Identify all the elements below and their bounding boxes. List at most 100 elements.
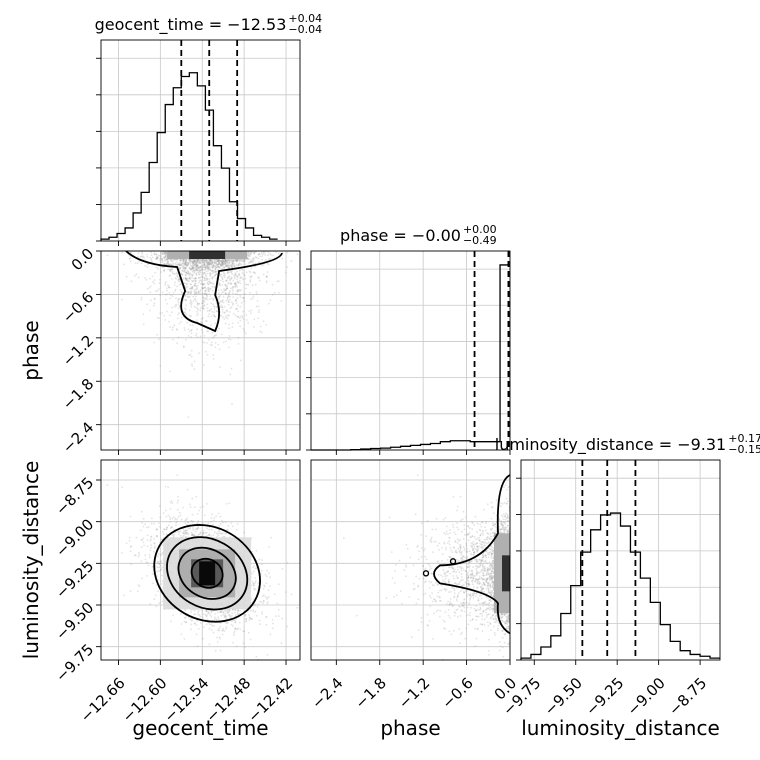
sample-point xyxy=(194,289,196,291)
sample-point xyxy=(214,266,217,269)
sample-point xyxy=(227,524,230,527)
sample-point xyxy=(191,286,194,288)
sample-point xyxy=(182,262,185,264)
sample-point xyxy=(210,270,213,272)
sample-point xyxy=(203,264,206,267)
sample-point xyxy=(185,298,187,301)
sample-point xyxy=(201,283,204,286)
sample-point xyxy=(225,279,227,282)
sample-point xyxy=(204,263,206,266)
sample-point xyxy=(217,258,219,261)
sample-point xyxy=(220,289,223,291)
sample-point xyxy=(193,613,196,616)
sample-point xyxy=(225,532,228,535)
sample-point xyxy=(214,271,217,273)
sample-point xyxy=(167,262,169,265)
sample-point xyxy=(238,264,241,266)
sample-point xyxy=(171,270,174,273)
sample-point xyxy=(193,259,195,262)
sample-point xyxy=(195,269,198,272)
sample-point xyxy=(142,255,145,258)
sample-point xyxy=(185,278,187,281)
sample-point xyxy=(142,313,145,316)
sample-point xyxy=(247,254,250,257)
sample-point xyxy=(225,609,228,611)
sample-point xyxy=(197,291,200,294)
sample-point xyxy=(191,286,194,288)
sample-point xyxy=(159,257,162,260)
sample-point xyxy=(203,261,205,264)
sample-point xyxy=(196,522,199,524)
sample-point xyxy=(180,623,183,625)
sample-point xyxy=(191,266,194,269)
sample-point xyxy=(234,611,236,614)
sample-point xyxy=(183,327,186,329)
sample-point xyxy=(166,526,168,529)
sample-point xyxy=(262,320,265,323)
sample-point xyxy=(202,261,205,264)
sample-point xyxy=(209,287,212,290)
sample-point xyxy=(247,283,250,286)
sample-point xyxy=(164,255,166,258)
sample-point xyxy=(206,277,209,280)
sample-point xyxy=(198,267,200,269)
sample-point xyxy=(209,273,212,275)
sample-point xyxy=(229,338,232,341)
sample-point xyxy=(155,594,157,597)
sample-point xyxy=(186,264,189,267)
sample-point xyxy=(209,282,212,284)
sample-point xyxy=(234,621,237,624)
sample-point xyxy=(204,277,206,280)
sample-point xyxy=(191,274,194,276)
sample-point xyxy=(196,286,198,289)
sample-point xyxy=(140,560,143,563)
sample-point xyxy=(193,609,196,612)
sample-point xyxy=(224,621,227,624)
sample-point xyxy=(212,358,215,360)
sample-point xyxy=(203,259,206,262)
sample-point xyxy=(204,269,207,271)
sample-point xyxy=(146,303,149,306)
sample-point xyxy=(179,289,182,291)
sample-point xyxy=(164,282,167,285)
sample-point xyxy=(186,517,189,520)
sample-point xyxy=(244,646,246,649)
sample-point xyxy=(261,569,263,572)
sample-point xyxy=(191,280,194,283)
sample-point xyxy=(204,266,207,269)
sample-point xyxy=(203,282,205,285)
sample-point xyxy=(228,323,231,326)
sample-point xyxy=(210,610,213,613)
sample-point xyxy=(181,274,184,276)
sample-point xyxy=(184,277,187,279)
sample-point xyxy=(158,563,160,565)
sample-point xyxy=(155,605,158,608)
sample-point xyxy=(164,256,167,259)
sample-point xyxy=(213,262,216,265)
sample-point xyxy=(153,279,156,281)
sample-point xyxy=(235,263,238,266)
sample-point xyxy=(192,269,195,272)
sample-point xyxy=(191,533,194,535)
sample-point xyxy=(214,270,217,273)
sample-point xyxy=(237,264,240,267)
sample-point xyxy=(178,267,181,270)
sample-point xyxy=(217,265,219,268)
sample-point xyxy=(191,521,194,524)
sample-point xyxy=(225,265,228,268)
sample-point xyxy=(247,255,250,257)
sample-point xyxy=(205,289,207,292)
sample-point xyxy=(193,278,196,280)
sample-point xyxy=(233,277,236,280)
sample-point xyxy=(218,295,221,298)
sample-point xyxy=(205,261,208,264)
sample-point xyxy=(205,261,208,264)
sample-point xyxy=(214,346,217,349)
sample-point xyxy=(190,268,193,271)
sample-point xyxy=(161,252,164,255)
sample-point xyxy=(222,291,225,293)
sample-point xyxy=(212,314,215,316)
sample-point xyxy=(252,257,255,260)
sample-point xyxy=(224,292,227,295)
sample-point xyxy=(181,270,184,273)
